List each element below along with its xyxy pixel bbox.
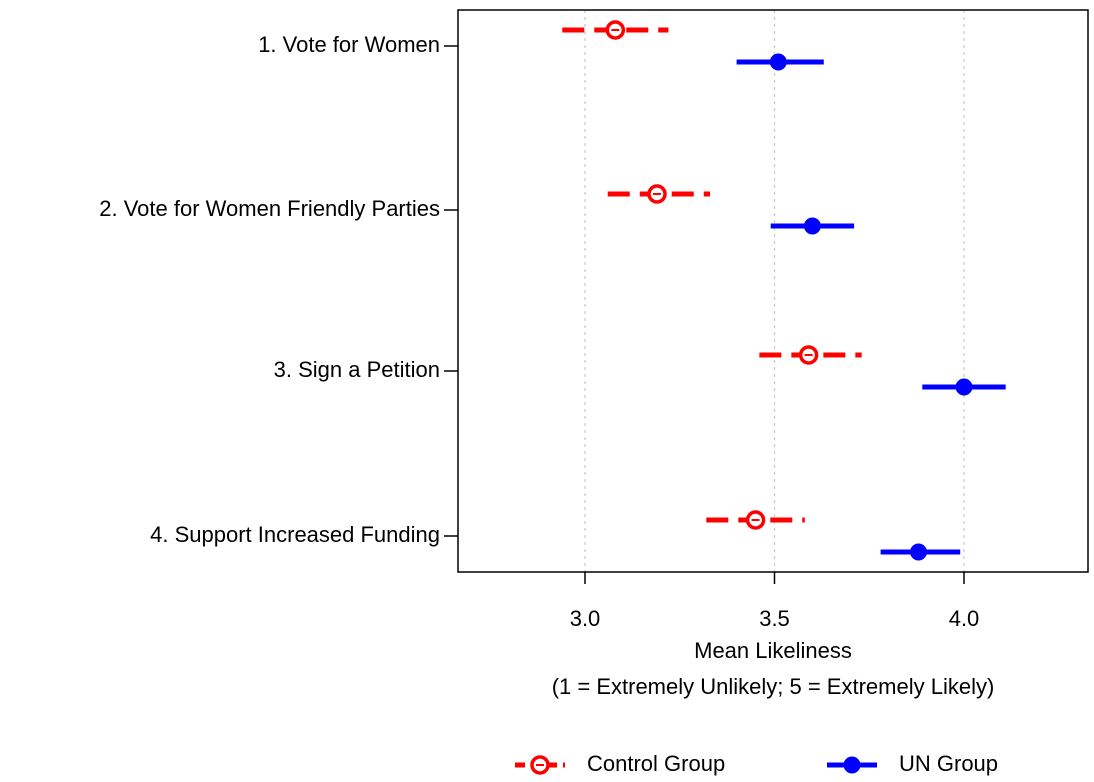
category-label: 2. Vote for Women Friendly Parties [99,196,440,221]
category-label: 3. Sign a Petition [274,357,440,382]
x-tick-label: 3.0 [570,606,601,631]
data-point [910,543,928,561]
x-axis-label: Mean Likeliness [694,638,852,663]
legend: Control Group UN Group [515,751,998,776]
data-point [769,53,787,71]
series-marks [562,20,1006,561]
category-axis: 1. Vote for Women 2. Vote for Women Frien… [99,32,458,547]
category-label: 1. Vote for Women [258,32,440,57]
legend-label: UN Group [899,751,998,776]
legend-item: Control Group [515,751,725,776]
x-tick-label: 4.0 [949,606,980,631]
data-point [803,217,821,235]
legend-item: UN Group [827,751,998,776]
series-un-group [736,53,1006,561]
grid-lines [584,10,965,572]
legend-label: Control Group [587,751,725,776]
x-axis-sublabel: (1 = Extremely Unlikely; 5 = Extremely L… [552,674,995,699]
series-control-group [562,20,862,530]
legend-marker [843,756,861,774]
x-tick-label: 3.5 [759,606,790,631]
data-point [955,378,973,396]
plot-frame [457,9,1089,573]
category-label: 4. Support Increased Funding [150,522,440,547]
x-axis-ticks: 3.0 3.5 4.0 [570,572,980,631]
